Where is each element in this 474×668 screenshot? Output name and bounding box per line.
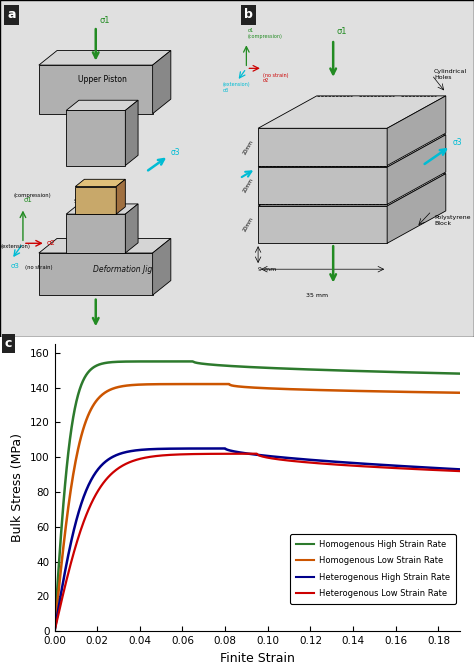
Polygon shape bbox=[258, 128, 387, 166]
Text: σ1
(compression): σ1 (compression) bbox=[247, 28, 283, 39]
Polygon shape bbox=[258, 174, 446, 206]
Text: σ3: σ3 bbox=[171, 148, 181, 157]
Polygon shape bbox=[258, 167, 387, 204]
Text: c: c bbox=[5, 337, 12, 350]
Text: 20mm: 20mm bbox=[242, 216, 254, 233]
Polygon shape bbox=[75, 186, 116, 214]
Text: σ1: σ1 bbox=[337, 27, 347, 36]
Text: b: b bbox=[244, 9, 253, 21]
Y-axis label: Bulk Stress (MPa): Bulk Stress (MPa) bbox=[11, 433, 24, 542]
Text: (extension)
σ3: (extension) σ3 bbox=[223, 82, 251, 93]
Polygon shape bbox=[39, 65, 153, 114]
Polygon shape bbox=[387, 96, 446, 166]
Polygon shape bbox=[116, 179, 125, 214]
Text: 35 mm: 35 mm bbox=[306, 293, 328, 298]
Text: (compression): (compression) bbox=[14, 193, 52, 198]
Polygon shape bbox=[39, 238, 171, 253]
Text: σ1: σ1 bbox=[99, 15, 109, 25]
Text: 9 mm: 9 mm bbox=[258, 267, 276, 272]
Text: (no strain): (no strain) bbox=[25, 265, 53, 270]
Polygon shape bbox=[153, 238, 171, 295]
Text: Sample: Sample bbox=[74, 198, 97, 204]
Polygon shape bbox=[258, 206, 387, 243]
Polygon shape bbox=[39, 51, 171, 65]
Legend: Homogenous High Strain Rate, Homogenous Low Strain Rate, Heterogenous High Strai: Homogenous High Strain Rate, Homogenous … bbox=[290, 534, 456, 604]
Polygon shape bbox=[258, 135, 446, 167]
Text: 20mm: 20mm bbox=[242, 139, 254, 155]
Text: Upper Piston: Upper Piston bbox=[78, 75, 127, 84]
Polygon shape bbox=[75, 179, 125, 186]
Polygon shape bbox=[66, 110, 125, 166]
Text: (no strain)
σ2: (no strain) σ2 bbox=[263, 73, 288, 84]
Text: σ2: σ2 bbox=[47, 240, 55, 246]
Polygon shape bbox=[66, 204, 138, 214]
Text: (extension): (extension) bbox=[0, 244, 30, 249]
Text: a: a bbox=[7, 9, 16, 21]
Text: σ1: σ1 bbox=[24, 197, 33, 203]
Polygon shape bbox=[387, 174, 446, 243]
Polygon shape bbox=[125, 100, 138, 166]
Text: Cylindrical
Holes: Cylindrical Holes bbox=[434, 69, 467, 80]
X-axis label: Finite Strain: Finite Strain bbox=[220, 652, 294, 665]
Text: Polystyrene
Block: Polystyrene Block bbox=[434, 215, 471, 226]
Polygon shape bbox=[39, 253, 153, 295]
Polygon shape bbox=[258, 96, 446, 128]
Polygon shape bbox=[125, 204, 138, 253]
Text: Deformation Jig: Deformation Jig bbox=[93, 265, 153, 274]
Text: 20mm: 20mm bbox=[242, 178, 254, 194]
Polygon shape bbox=[66, 214, 125, 253]
Text: σ3: σ3 bbox=[453, 138, 463, 148]
Polygon shape bbox=[66, 100, 138, 110]
Polygon shape bbox=[153, 51, 171, 114]
Polygon shape bbox=[387, 135, 446, 204]
Text: σ3: σ3 bbox=[10, 263, 19, 269]
